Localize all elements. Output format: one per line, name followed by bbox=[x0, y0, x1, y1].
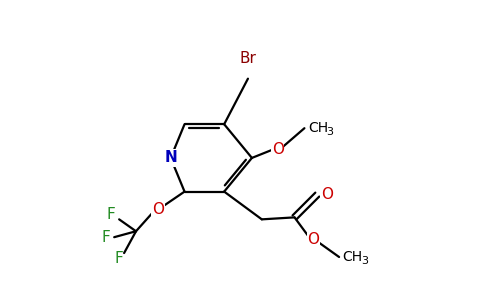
Text: O: O bbox=[321, 187, 333, 202]
Text: 3: 3 bbox=[326, 127, 333, 137]
Text: F: F bbox=[107, 207, 116, 222]
Text: F: F bbox=[102, 230, 111, 245]
Text: Br: Br bbox=[240, 51, 257, 66]
Text: O: O bbox=[272, 142, 284, 158]
Text: 3: 3 bbox=[361, 256, 368, 266]
Text: CH: CH bbox=[308, 121, 329, 135]
Text: O: O bbox=[307, 232, 319, 247]
Text: CH: CH bbox=[342, 250, 362, 264]
Text: N: N bbox=[164, 150, 177, 165]
Text: O: O bbox=[152, 202, 164, 217]
Text: F: F bbox=[115, 251, 123, 266]
